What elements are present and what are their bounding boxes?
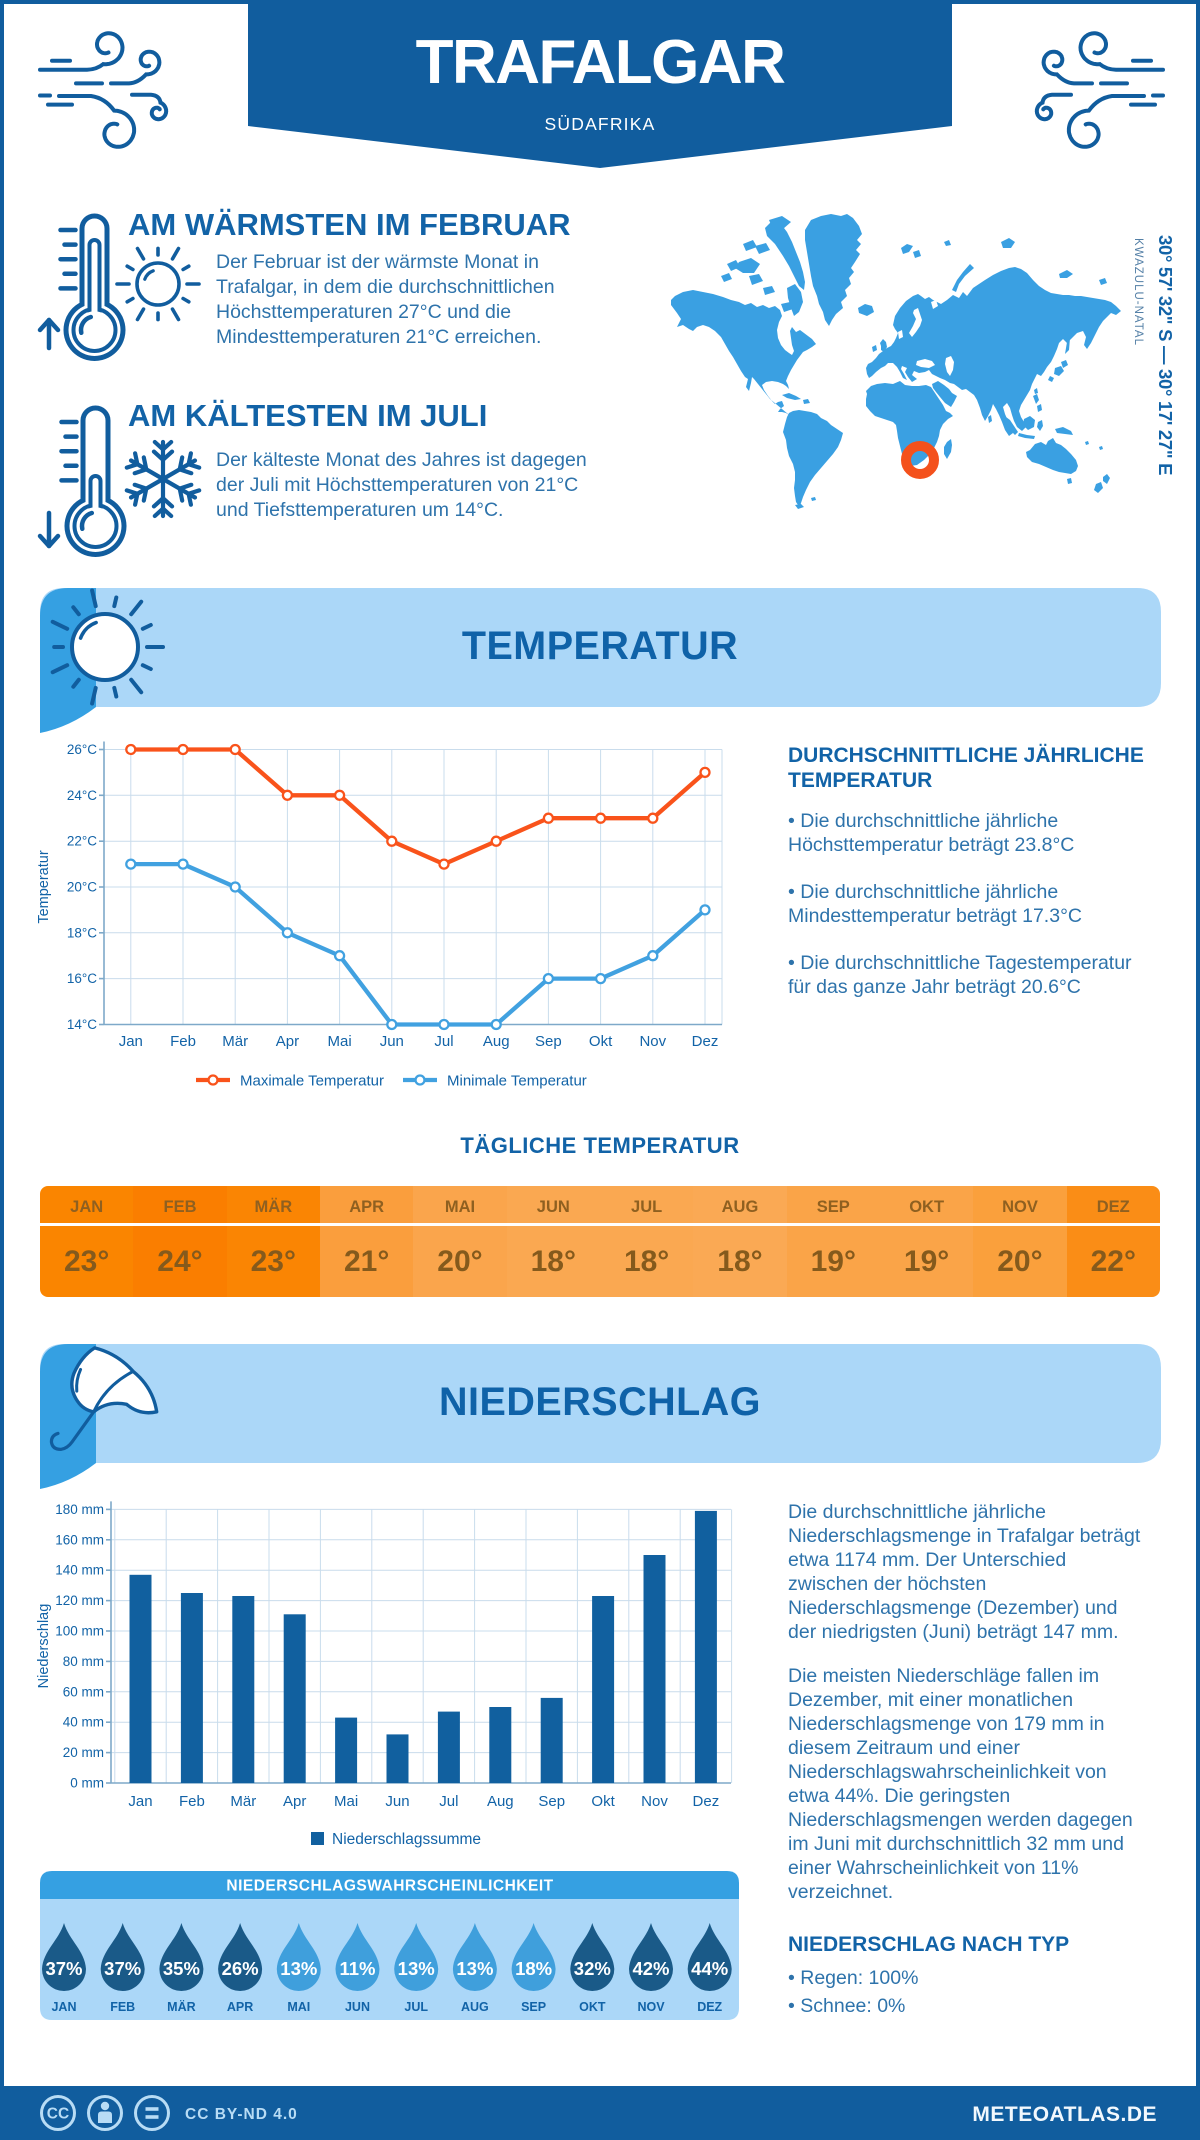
svg-text:Dez: Dez bbox=[692, 1033, 719, 1050]
svg-text:11%: 11% bbox=[339, 1958, 375, 1979]
svg-text:Jan: Jan bbox=[128, 1793, 152, 1810]
svg-text:13%: 13% bbox=[456, 1958, 493, 1979]
svg-text:JUN: JUN bbox=[345, 2000, 370, 2014]
svg-text:CC: CC bbox=[47, 2106, 69, 2123]
svg-text:13%: 13% bbox=[280, 1958, 317, 1979]
svg-text:Jun: Jun bbox=[380, 1033, 404, 1050]
svg-text:20°C: 20°C bbox=[67, 880, 97, 895]
svg-text:Nov: Nov bbox=[641, 1793, 668, 1810]
svg-text:120 mm: 120 mm bbox=[55, 1593, 104, 1608]
svg-text:Mär: Mär bbox=[222, 1033, 248, 1050]
svg-text:Apr: Apr bbox=[283, 1793, 306, 1810]
svg-text:22°C: 22°C bbox=[67, 834, 97, 849]
svg-text:Niederschlagssumme: Niederschlagssumme bbox=[332, 1831, 481, 1848]
svg-text:37%: 37% bbox=[45, 1958, 82, 1979]
svg-text:JUL: JUL bbox=[404, 2000, 428, 2014]
svg-text:Jun: Jun bbox=[385, 1793, 409, 1810]
svg-text:Jul: Jul bbox=[434, 1033, 453, 1050]
svg-text:35%: 35% bbox=[163, 1958, 200, 1979]
svg-text:Sep: Sep bbox=[538, 1793, 565, 1810]
svg-text:Mai: Mai bbox=[334, 1793, 358, 1810]
svg-text:Feb: Feb bbox=[170, 1033, 196, 1050]
svg-text:13%: 13% bbox=[398, 1958, 435, 1979]
svg-text:Jan: Jan bbox=[119, 1033, 143, 1050]
svg-text:60 mm: 60 mm bbox=[63, 1684, 104, 1699]
svg-text:24°C: 24°C bbox=[67, 788, 97, 803]
svg-text:Minimale Temperatur: Minimale Temperatur bbox=[447, 1073, 587, 1090]
svg-text:MÄR: MÄR bbox=[167, 1999, 195, 2014]
svg-text:Apr: Apr bbox=[276, 1033, 299, 1050]
svg-text:100 mm: 100 mm bbox=[55, 1624, 104, 1639]
svg-text:Okt: Okt bbox=[591, 1793, 615, 1810]
svg-text:14°C: 14°C bbox=[67, 1017, 97, 1032]
svg-text:SEP: SEP bbox=[521, 2000, 546, 2014]
svg-text:METEOATLAS.DE: METEOATLAS.DE bbox=[972, 2103, 1157, 2126]
svg-text:18%: 18% bbox=[515, 1958, 552, 1979]
svg-text:DEZ: DEZ bbox=[697, 2000, 722, 2014]
svg-text:80 mm: 80 mm bbox=[63, 1654, 104, 1669]
svg-text:Maximale Temperatur: Maximale Temperatur bbox=[240, 1073, 384, 1090]
svg-text:OKT: OKT bbox=[579, 2000, 606, 2014]
svg-text:Dez: Dez bbox=[693, 1793, 720, 1810]
svg-text:180 mm: 180 mm bbox=[55, 1502, 104, 1517]
svg-text:0 mm: 0 mm bbox=[70, 1776, 104, 1791]
svg-text:32%: 32% bbox=[574, 1958, 611, 1979]
svg-text:26%: 26% bbox=[222, 1958, 259, 1979]
svg-text:Niederschlag: Niederschlag bbox=[36, 1604, 52, 1689]
svg-text:16°C: 16°C bbox=[67, 971, 97, 986]
svg-text:JAN: JAN bbox=[51, 2000, 76, 2014]
svg-text:37%: 37% bbox=[104, 1958, 141, 1979]
svg-text:NIEDERSCHLAGSWAHRSCHEINLICHKEI: NIEDERSCHLAGSWAHRSCHEINLICHKEIT bbox=[226, 1878, 553, 1895]
svg-text:Temperatur: Temperatur bbox=[36, 850, 52, 924]
svg-text:18°C: 18°C bbox=[67, 925, 97, 940]
svg-text:44%: 44% bbox=[691, 1958, 728, 1979]
svg-text:Jul: Jul bbox=[439, 1793, 458, 1810]
svg-text:42%: 42% bbox=[632, 1958, 669, 1979]
svg-text:20 mm: 20 mm bbox=[63, 1745, 104, 1760]
svg-text:Mär: Mär bbox=[230, 1793, 256, 1810]
svg-text:Okt: Okt bbox=[589, 1033, 613, 1050]
svg-text:Aug: Aug bbox=[483, 1033, 510, 1050]
svg-text:Nov: Nov bbox=[639, 1033, 666, 1050]
svg-text:26°C: 26°C bbox=[67, 742, 97, 757]
svg-text:40 mm: 40 mm bbox=[63, 1715, 104, 1730]
svg-text:140 mm: 140 mm bbox=[55, 1563, 104, 1578]
svg-text:CC BY-ND 4.0: CC BY-ND 4.0 bbox=[185, 2106, 298, 2123]
svg-text:MAI: MAI bbox=[287, 2000, 310, 2014]
svg-text:Aug: Aug bbox=[487, 1793, 514, 1810]
svg-text:Mai: Mai bbox=[328, 1033, 352, 1050]
svg-text:APR: APR bbox=[227, 2000, 253, 2014]
svg-text:AUG: AUG bbox=[461, 2000, 489, 2014]
svg-text:FEB: FEB bbox=[110, 2000, 135, 2014]
svg-text:160 mm: 160 mm bbox=[55, 1532, 104, 1547]
svg-text:NOV: NOV bbox=[637, 2000, 665, 2014]
svg-text:Feb: Feb bbox=[179, 1793, 205, 1810]
svg-text:Sep: Sep bbox=[535, 1033, 562, 1050]
